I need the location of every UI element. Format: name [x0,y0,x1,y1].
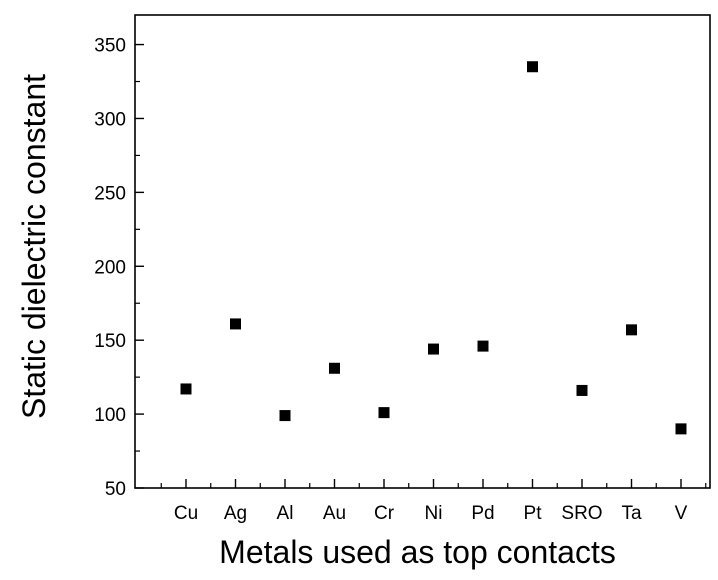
x-tick-label: Al [277,503,294,524]
x-axis-ticks: Cu Ag Al Au Cr Ni Pd Pt SRO Ta V [160,479,707,524]
y-tick-label: 150 [94,331,126,352]
y-tick-label: 50 [105,479,126,500]
plot-frame [134,14,711,489]
x-tick-label: Ta [621,503,642,524]
x-axis-title: Metals used as top contacts [219,534,616,570]
x-tick-label: Ni [425,503,443,524]
y-tick-label: 350 [94,36,126,57]
data-point-ag [230,318,241,330]
data-point-ni [428,343,439,355]
x-tick-label: Ag [224,503,247,524]
x-tick-label: Au [323,503,346,524]
data-point-pd [477,340,489,352]
data-point-au [329,362,340,374]
y-axis-ticks: 50 100 150 200 250 300 350 [94,36,144,500]
data-point-sro [576,384,588,396]
x-tick-label: Cr [374,503,395,524]
y-tick-label: 300 [94,109,126,130]
data-point-pt [527,61,538,73]
y-tick-label: 250 [94,183,126,204]
data-point-al [279,410,291,422]
x-tick-label: V [675,503,688,524]
x-tick-label: Cu [174,503,198,524]
axes [134,14,711,489]
x-tick-label: SRO [561,503,602,524]
x-tick-label: Pt [524,503,543,524]
y-tick-label: 200 [94,257,126,278]
data-point-ta [626,324,637,336]
data-point-v [675,423,687,435]
x-tick-label: Pd [471,503,494,524]
data-point-cr [378,407,390,419]
y-axis-title: Static dielectric constant [16,74,52,419]
data-points [180,61,687,435]
y-tick-label: 100 [94,405,126,426]
data-point-cu [180,383,192,395]
